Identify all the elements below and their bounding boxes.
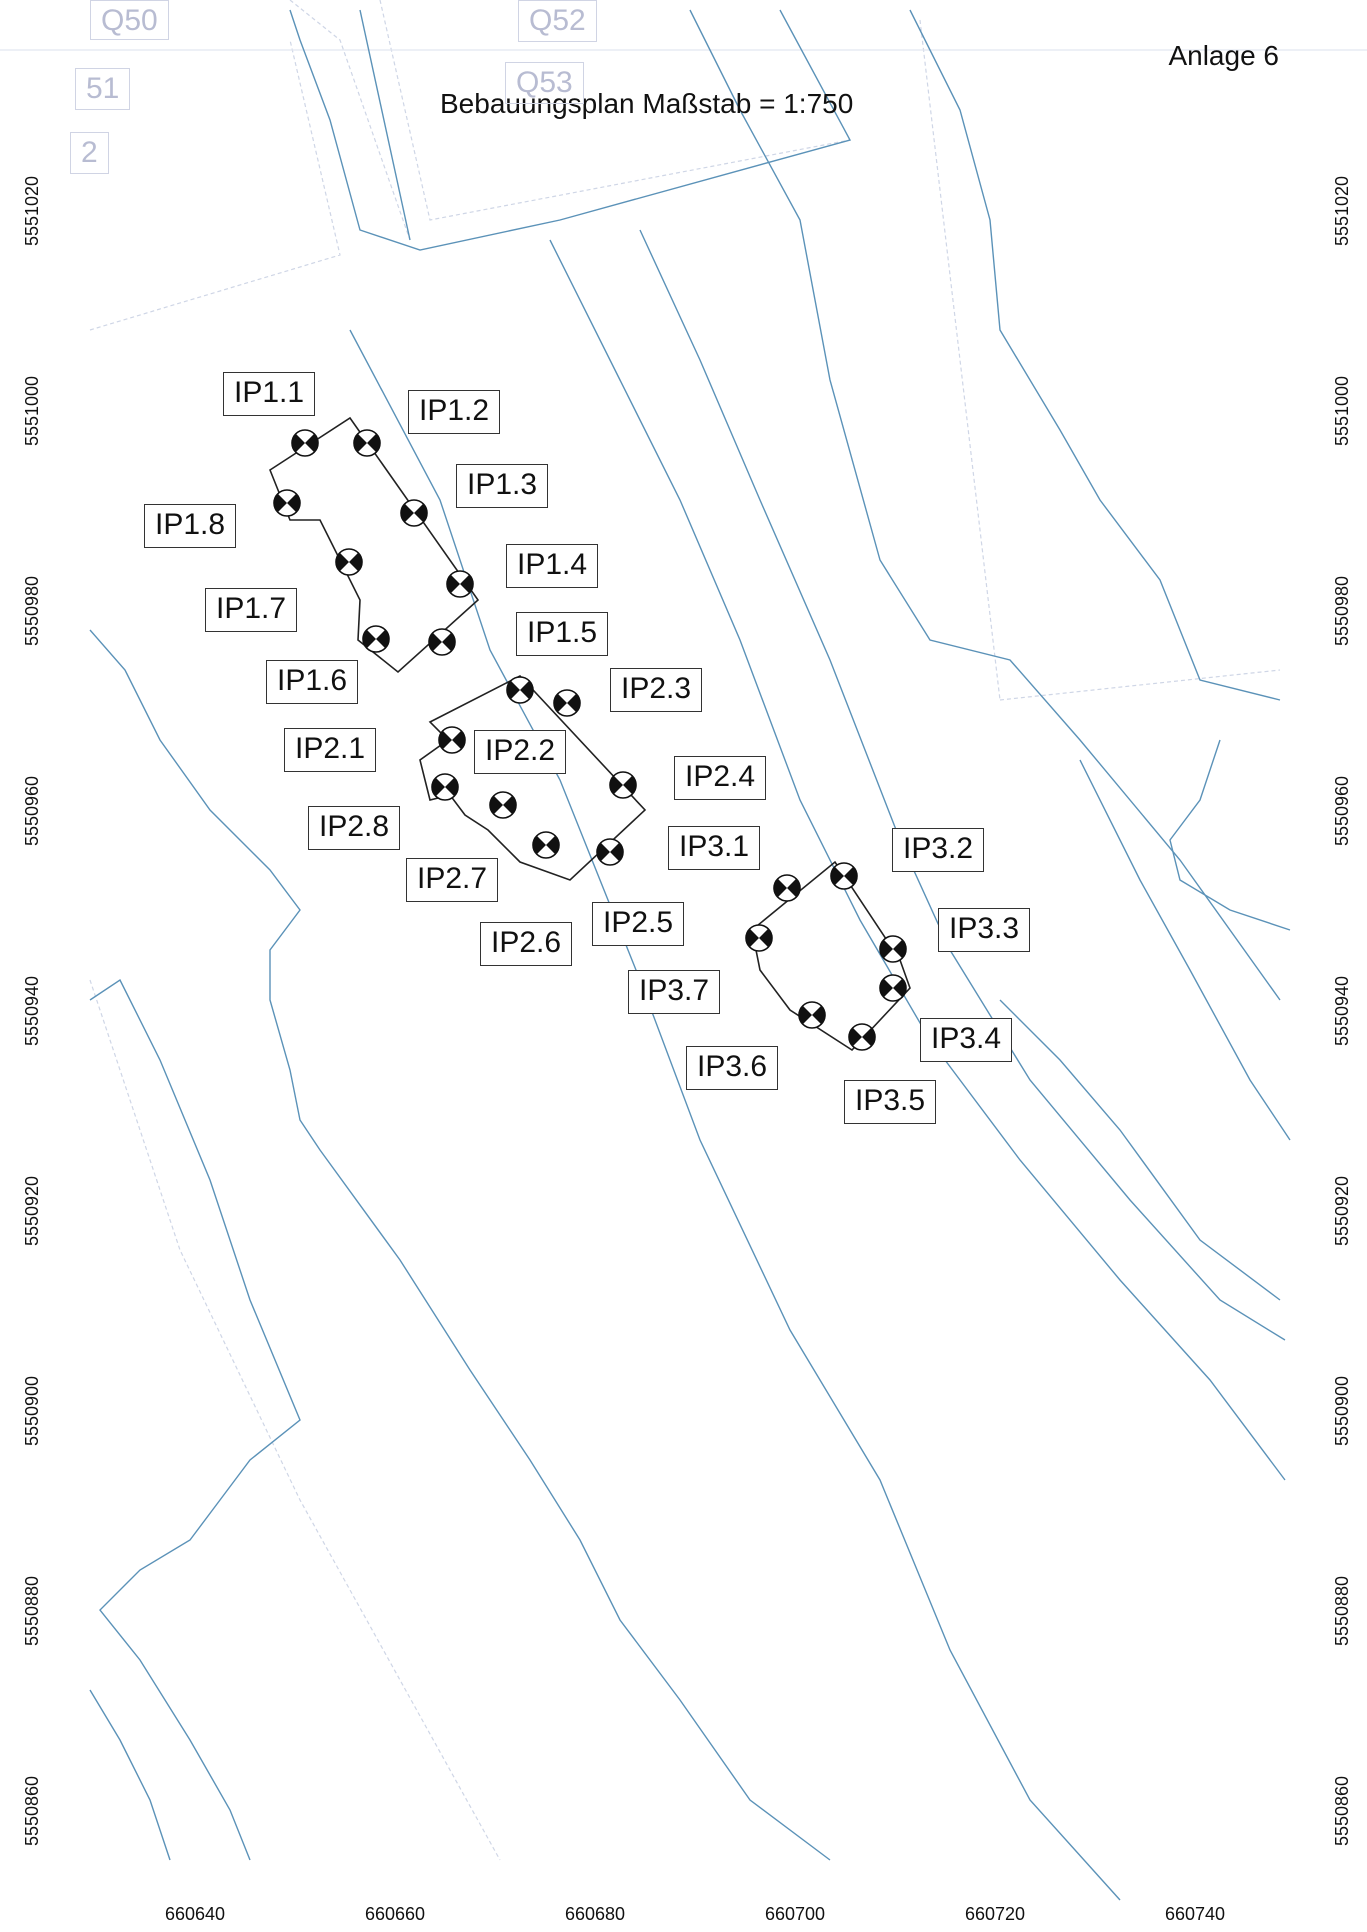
point-label-ip3-4: IP3.4: [920, 1018, 1013, 1062]
marker-ip2-8: [431, 773, 459, 801]
y-label-left: 5550920: [22, 1175, 42, 1247]
x-label: 660660: [364, 1904, 426, 1924]
marker-ip1-5: [428, 628, 456, 656]
marker-ip1-6: [362, 625, 390, 653]
y-label-right: 5551000: [1332, 375, 1352, 447]
marker-ip3-2: [830, 862, 858, 890]
y-label-left: 5550960: [22, 775, 42, 847]
marker-ip2-6: [532, 831, 560, 859]
point-label-ip3-5: IP3.5: [844, 1080, 937, 1124]
y-label-right: 5550920: [1332, 1175, 1352, 1247]
background-label-q53: Q53: [505, 62, 584, 104]
y-label-left: 5551000: [22, 375, 42, 447]
marker-ip3-5: [848, 1023, 876, 1051]
point-label-ip1-4: IP1.4: [506, 544, 599, 588]
point-label-ip1-6: IP1.6: [266, 660, 359, 704]
marker-ip1-4: [446, 570, 474, 598]
point-label-ip1-5: IP1.5: [516, 612, 609, 656]
y-label-right: 5550960: [1332, 775, 1352, 847]
point-label-ip2-3: IP2.3: [610, 668, 703, 712]
appendix-label: Anlage 6: [1168, 40, 1279, 71]
marker-ip2-4: [609, 771, 637, 799]
parcel-lines: [0, 0, 1367, 1861]
point-label-ip1-8: IP1.8: [144, 504, 237, 548]
point-label-ip3-7: IP3.7: [628, 970, 721, 1014]
point-label-ip1-1: IP1.1: [223, 372, 316, 416]
point-label-ip2-4: IP2.4: [674, 756, 767, 800]
marker-ip2-1: [438, 726, 466, 754]
y-label-left: 5550900: [22, 1375, 42, 1447]
y-label-right: 5550940: [1332, 975, 1352, 1047]
background-label-q50: Q50: [90, 0, 169, 40]
y-label-right: 5550980: [1332, 575, 1352, 647]
marker-ip1-3: [400, 499, 428, 527]
y-label-left: 5551020: [22, 175, 42, 247]
x-label: 660740: [1164, 1904, 1226, 1924]
y-label-left: 5550940: [22, 975, 42, 1047]
point-label-ip1-7: IP1.7: [205, 588, 298, 632]
marker-ip1-7: [335, 548, 363, 576]
x-label: 660640: [164, 1904, 226, 1924]
x-label: 660680: [564, 1904, 626, 1924]
marker-ip1-8: [273, 489, 301, 517]
point-label-ip3-6: IP3.6: [686, 1046, 779, 1090]
point-label-ip1-3: IP1.3: [456, 464, 549, 508]
marker-ip2-3: [553, 689, 581, 717]
point-label-ip3-3: IP3.3: [938, 908, 1031, 952]
immission-markers: [273, 429, 907, 1051]
x-label: 660700: [764, 1904, 826, 1924]
y-label-left: 5550980: [22, 575, 42, 647]
marker-ip3-4: [879, 974, 907, 1002]
y-label-left: 5550860: [22, 1775, 42, 1847]
point-label-ip2-2: IP2.2: [474, 730, 567, 774]
background-label-q52: Q52: [518, 0, 597, 42]
y-label-right: 5550880: [1332, 1575, 1352, 1647]
point-label-ip2-7: IP2.7: [406, 858, 499, 902]
marker-ip3-3: [879, 935, 907, 963]
marker-ip2-7: [489, 791, 517, 819]
background-label-51: 51: [75, 68, 131, 110]
y-label-left: 5550880: [22, 1575, 42, 1647]
background-label-2: 2: [70, 132, 109, 174]
y-label-right: 5551020: [1332, 175, 1352, 247]
y-label-right: 5550860: [1332, 1775, 1352, 1847]
marker-ip2-2: [506, 676, 534, 704]
marker-ip1-1: [291, 429, 319, 457]
x-label: 660720: [964, 1904, 1026, 1924]
marker-ip3-7: [745, 924, 773, 952]
y-label-right: 5550900: [1332, 1375, 1352, 1447]
point-label-ip1-2: IP1.2: [408, 390, 501, 434]
marker-ip1-2: [353, 429, 381, 457]
point-label-ip2-1: IP2.1: [284, 728, 377, 772]
point-label-ip2-6: IP2.6: [480, 922, 573, 966]
point-label-ip3-1: IP3.1: [668, 826, 761, 870]
marker-ip3-6: [798, 1001, 826, 1029]
point-label-ip2-8: IP2.8: [308, 806, 401, 850]
marker-ip3-1: [773, 874, 801, 902]
map-title: Bebauungsplan Maßstab = 1:750: [440, 88, 854, 119]
marker-ip2-5: [596, 838, 624, 866]
point-label-ip3-2: IP3.2: [892, 828, 985, 872]
point-label-ip2-5: IP2.5: [592, 902, 685, 946]
contour-lines: [89, 9, 1291, 1901]
